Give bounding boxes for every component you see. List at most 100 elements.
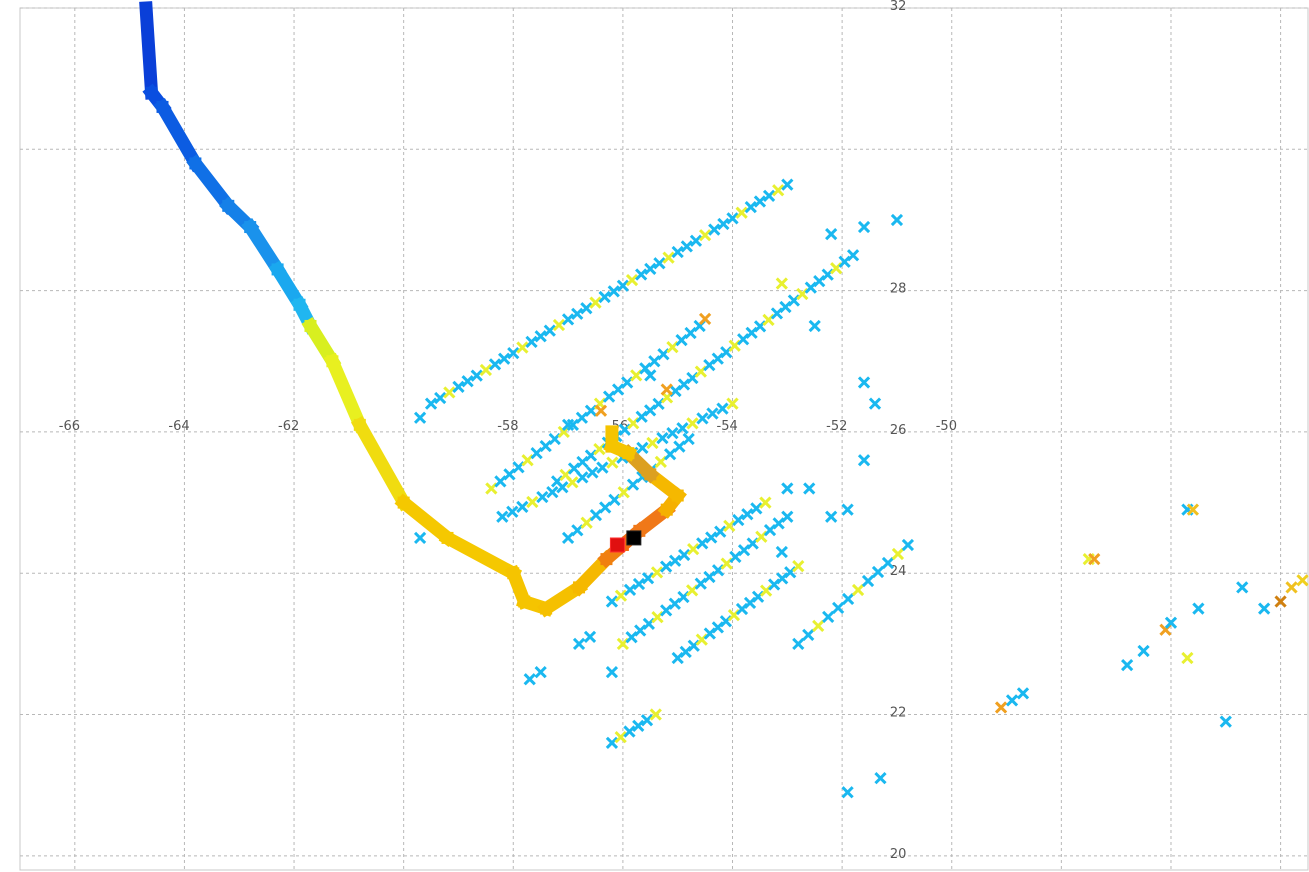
observation-point [714,525,727,538]
observation-point [644,369,657,382]
observation-point [750,502,763,515]
observation-point [857,454,871,467]
observation-point [584,404,598,417]
observation-point [534,330,547,343]
observation-point [625,273,639,287]
track-segment [241,218,287,279]
observation-point [781,178,794,191]
observation-point [632,719,645,732]
track-point [518,595,531,608]
observation-point [506,505,519,518]
observation-point [612,383,625,396]
observation-point [640,714,654,727]
observation-point [548,432,561,446]
observation-point [792,560,805,573]
x-tick-label: -58 [497,419,518,434]
observation-point [572,637,586,651]
observation-point [874,772,887,785]
x-tick-label: -64 [168,419,189,434]
observation-point [846,249,860,262]
track-segment [186,154,238,215]
observation-point [1258,602,1271,615]
observation-point [630,369,643,382]
observation-point [772,184,785,197]
observation-point [614,589,628,602]
observation-point [1219,715,1232,728]
observation-point [653,257,666,270]
observation-point [812,619,825,633]
observation-point [636,441,649,455]
track-point [145,86,158,99]
observation-point [546,486,559,499]
observation-point [571,307,584,320]
observation-point [1088,552,1101,566]
observation-point [521,454,534,467]
track-point [326,355,339,368]
observation-point [671,245,684,259]
observation-point [470,369,483,382]
observation-point [479,363,492,377]
observation-point [802,628,815,642]
observation-point [488,358,502,371]
track-point [600,553,613,566]
observation-point [523,673,536,686]
observation-point [659,560,673,573]
observation-point [822,610,835,624]
observation-point [841,786,854,799]
observation-point [621,376,634,389]
observation-point [507,347,520,360]
observation-point [571,524,584,537]
observation-point [503,468,516,481]
observation-point [657,348,670,361]
observation-point [684,326,697,340]
observation-point [605,666,619,679]
observation-point [461,375,474,388]
observation-point [686,417,699,430]
observation-point [871,565,885,579]
y-tick-label: 24 [890,564,907,579]
observation-point [682,432,695,446]
observation-point [744,200,757,214]
observation-point [759,496,772,509]
track-point [140,2,153,14]
observation-point [825,227,838,241]
observation-point [781,482,794,495]
observation-point [675,333,688,347]
observation-point [762,189,776,202]
observation-point [861,574,875,588]
track-marker [609,537,625,553]
track-point [304,319,317,332]
observation-point [452,380,465,393]
track-point [540,602,553,615]
track-marker [626,530,642,546]
observation-point [717,217,730,231]
observation-point [716,402,729,415]
track-point [644,468,657,481]
observation-point [586,466,599,479]
observation-point [706,407,719,420]
observation-point [775,545,788,559]
observation-point [413,411,427,424]
track-segment [153,98,205,173]
observation-point [599,501,612,514]
observation-point [626,478,640,491]
y-tick-label: 32 [890,0,907,14]
observation-point [808,319,821,333]
observation-point [434,391,447,405]
observation-point [525,335,538,349]
track-point [353,418,366,431]
observation-point [485,482,498,495]
observation-point [496,510,509,523]
track-point [605,440,618,453]
observation-point [617,486,630,499]
observation-point [832,601,845,615]
observation-point [1236,581,1249,594]
observation-point [663,448,677,461]
y-tick-label: 28 [890,282,907,297]
observation-point [698,229,712,242]
observation-point [580,302,593,315]
observation-point [606,456,619,469]
observation-point [539,439,552,453]
observation-point [413,531,427,545]
